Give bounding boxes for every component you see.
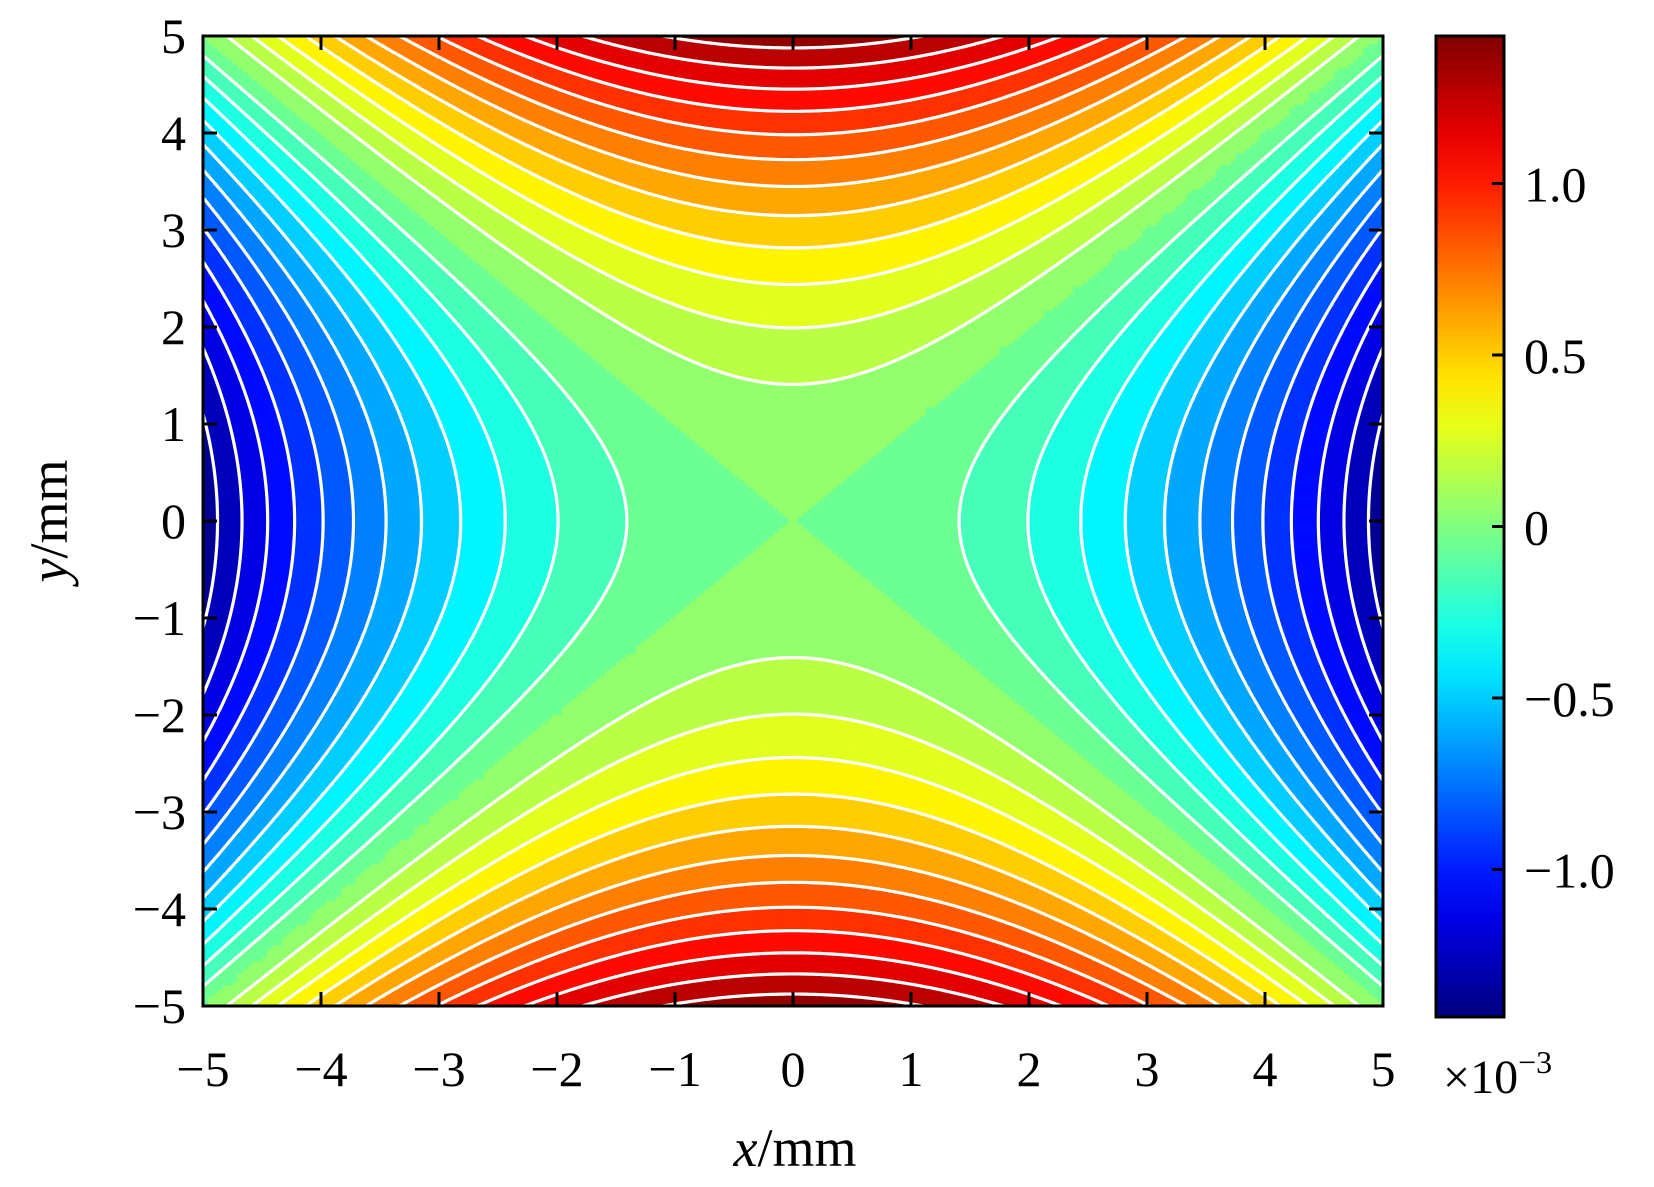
colorbar-tick-label: −0.5 (1524, 671, 1615, 727)
x-tick-label: 3 (1135, 1041, 1160, 1097)
y-tick-label: −2 (133, 687, 186, 743)
x-axis-title: x/mm (733, 1118, 857, 1178)
x-tick-label: 0 (781, 1041, 806, 1097)
y-tick-label: 4 (161, 105, 186, 161)
x-tick-label: −1 (648, 1041, 701, 1097)
y-tick-label: 1 (161, 396, 186, 452)
x-tick-label: 2 (1017, 1041, 1042, 1097)
x-tick-label: 5 (1371, 1041, 1396, 1097)
colorbar-tick-label: −1.0 (1524, 843, 1615, 899)
y-tick-label: −4 (133, 881, 186, 937)
y-tick-label: 0 (161, 493, 186, 549)
y-tick-label: 3 (161, 202, 186, 258)
x-tick-label: −4 (294, 1041, 347, 1097)
x-tick-label: −3 (412, 1041, 465, 1097)
y-tick-label: −1 (133, 590, 186, 646)
colorbar: 1.0 0.5 0 −0.5 −1.0 ×10−3 (1436, 36, 1615, 1104)
y-tick-label: −3 (133, 784, 186, 840)
colorbar-tick-label: 0 (1524, 500, 1549, 556)
y-tick-label: −5 (133, 978, 186, 1034)
y-tick-label: 5 (161, 8, 186, 64)
x-tick-label: 1 (899, 1041, 924, 1097)
x-tick-label: −2 (530, 1041, 583, 1097)
x-tick-label: 4 (1253, 1041, 1278, 1097)
colorbar-tick-label: 0.5 (1524, 328, 1587, 384)
x-tick-label: −5 (176, 1041, 229, 1097)
colorbar-multiplier: ×10−3 (1443, 1044, 1552, 1104)
y-axis-title: y/mm (19, 460, 79, 588)
y-tick-label: 2 (161, 299, 186, 355)
colorbar-ticks: 1.0 0.5 0 −0.5 −1.0 (1492, 156, 1615, 898)
colorbar-tick-label: 1.0 (1524, 156, 1587, 212)
contour-fill (203, 36, 1384, 1007)
